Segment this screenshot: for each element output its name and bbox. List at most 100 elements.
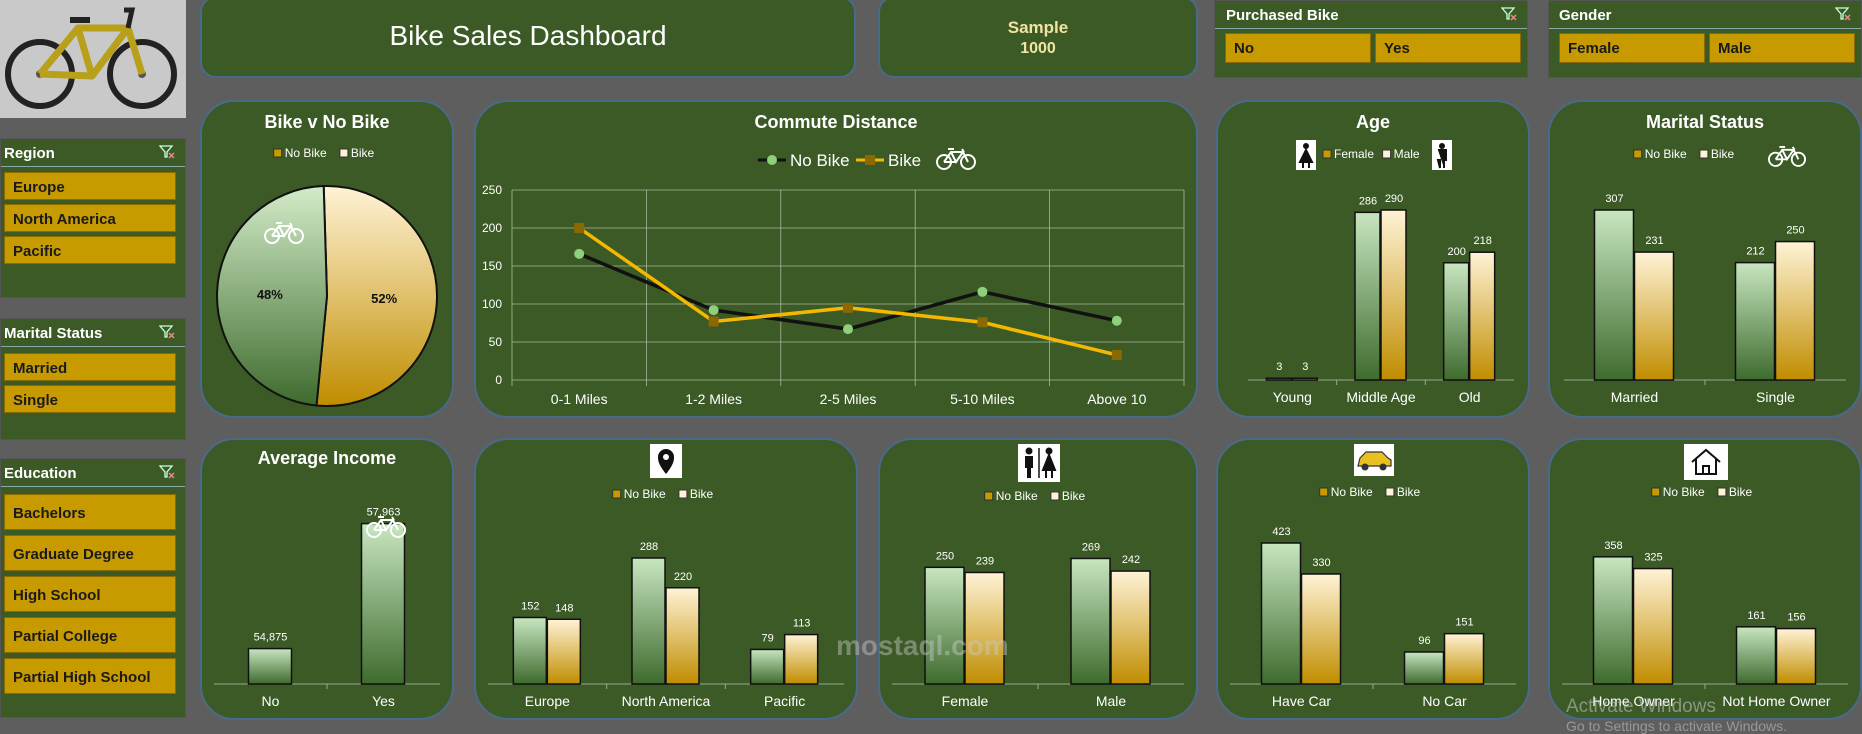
slicer-title-text: Purchased Bike [1226, 7, 1339, 24]
female-person-icon [1296, 140, 1316, 170]
icon-pin-hole [663, 454, 669, 460]
age-bar-chart: Age Female Male Young 3 3 Middle Age 286 290 Old 2… [1248, 112, 1514, 405]
legend-label: Bike [1711, 147, 1735, 161]
bar [964, 571, 1005, 685]
legend-swatch [1633, 149, 1643, 159]
legend-label: Male [1394, 147, 1420, 161]
data-label: 288 [640, 541, 658, 553]
bar [924, 566, 965, 685]
x-tick-label: Middle Age [1346, 389, 1415, 405]
clear-filter-icon[interactable] [158, 145, 175, 159]
data-label: 113 [793, 618, 811, 630]
legend-label: Female [1334, 147, 1374, 161]
bar [1735, 626, 1777, 685]
legend-label: No Bike [624, 487, 666, 501]
panel-car: No Bike Bike Have Car 423 330 No Car 96 151 [1216, 438, 1530, 720]
slicer-item-north-america[interactable]: North America [4, 204, 176, 232]
data-label: 156 [1787, 612, 1805, 624]
slicer-title-text: Region [4, 145, 55, 162]
data-label: 3 [1302, 361, 1308, 373]
data-label: 54,875 [254, 632, 288, 644]
slicer-title-text: Marital Status [4, 325, 103, 342]
data-label: 290 [1385, 193, 1403, 205]
chart-title: Average Income [258, 448, 396, 468]
commute-line-chart: Commute Distance No Bike Bike 0 50 100 150 200 2… [482, 112, 1185, 407]
y-tick-label: 200 [482, 221, 502, 235]
data-label: 96 [1418, 635, 1430, 647]
bicycle-wheel [960, 154, 976, 170]
panel-age: Age Female Male Young 3 3 Middle Age 286 290 Old 2… [1216, 100, 1530, 418]
legend-swatch [1050, 491, 1060, 501]
slicer-item-female[interactable]: Female [1559, 33, 1705, 63]
bicycle-wheel [390, 522, 406, 538]
x-tick-label: 2-5 Miles [820, 391, 877, 407]
slicer-item-no[interactable]: No [1225, 33, 1371, 63]
clear-filter-icon[interactable] [158, 325, 175, 339]
slicer-item-partial-college[interactable]: Partial College [4, 617, 176, 653]
x-tick-label: No Car [1422, 693, 1467, 709]
data-label: 152 [521, 601, 539, 613]
slicer-item-high-school[interactable]: High School [4, 576, 176, 612]
icon-head [1439, 143, 1445, 149]
icon-body [1298, 147, 1314, 168]
bar [1403, 651, 1445, 685]
slicer-item-graduate-degree[interactable]: Graduate Degree [4, 535, 176, 571]
restroom-icon [1018, 444, 1060, 482]
legend-swatch [1717, 487, 1727, 497]
panel-commute: Commute Distance No Bike Bike 0 50 100 150 200 2… [474, 100, 1198, 418]
chart-legend: No Bike Bike [1319, 485, 1421, 499]
legend-label: No Bike [285, 146, 327, 160]
legend-label: No Bike [996, 489, 1038, 503]
legend-label: Bike [690, 487, 714, 501]
sample-value: 1000 [1020, 40, 1056, 57]
legend-label: No Bike [1645, 147, 1687, 161]
slicer-item-pacific[interactable]: Pacific [4, 236, 176, 264]
x-tick-label: Male [1096, 693, 1127, 709]
icon-pin [658, 449, 674, 474]
pie-chart: Bike v No Bike No Bike Bike 52% 48% [216, 112, 438, 407]
slicer-item-bachelors[interactable]: Bachelors [4, 494, 176, 530]
bar [1775, 627, 1817, 685]
chart-legend: No Bike Bike [612, 487, 714, 501]
clear-filter-icon[interactable] [1834, 7, 1851, 21]
bar [631, 557, 666, 685]
bar [749, 648, 785, 685]
bar [1632, 567, 1674, 685]
slicer-item-europe[interactable]: Europe [4, 172, 176, 200]
data-label: 307 [1605, 193, 1623, 205]
x-tick-label: Pacific [764, 693, 805, 709]
y-tick-label: 50 [489, 335, 503, 349]
slicer-item-male[interactable]: Male [1709, 33, 1855, 63]
legend-label: Bike [351, 146, 375, 160]
icon-body [1025, 456, 1033, 478]
x-tick-label: 5-10 Miles [950, 391, 1015, 407]
legend-swatch [1322, 149, 1332, 159]
sample-label: Sample [1007, 18, 1069, 37]
bar [1442, 262, 1470, 381]
data-label: 212 [1746, 246, 1764, 258]
chart-title: Commute Distance [754, 112, 917, 132]
slicer-purchased-bike: Purchased Bike No Yes [1214, 0, 1528, 78]
clear-filter-icon[interactable] [158, 465, 175, 479]
chart-legend: No Bike Bike [758, 151, 921, 170]
bar [546, 618, 582, 685]
legend-swatch [273, 148, 283, 158]
data-label: 423 [1272, 526, 1290, 538]
slicer-item-married[interactable]: Married [4, 353, 176, 381]
panel-pie: Bike v No Bike No Bike Bike 52% 48% [200, 100, 454, 418]
y-tick-label: 0 [495, 373, 502, 387]
bar [1300, 573, 1342, 685]
panel-home: No Bike Bike Home Owner 358 325 Not Home Owne… [1548, 438, 1862, 720]
bar [360, 522, 406, 685]
gender-bar-chart: No Bike Bike Female 250 239 Male 269 242 [892, 444, 1184, 709]
legend-swatch [678, 489, 688, 499]
slicer-education: Education Bachelors Graduate Degree High… [0, 458, 186, 718]
clear-filter-icon[interactable] [1500, 7, 1517, 21]
x-tick-label: Above 10 [1087, 391, 1146, 407]
series-line [578, 252, 1118, 331]
slicer-item-partial-high-school[interactable]: Partial High School [4, 658, 176, 694]
slicer-item-yes[interactable]: Yes [1375, 33, 1521, 63]
bar [1265, 377, 1293, 381]
slicer-item-single[interactable]: Single [4, 385, 176, 413]
legend-swatch [1319, 487, 1329, 497]
